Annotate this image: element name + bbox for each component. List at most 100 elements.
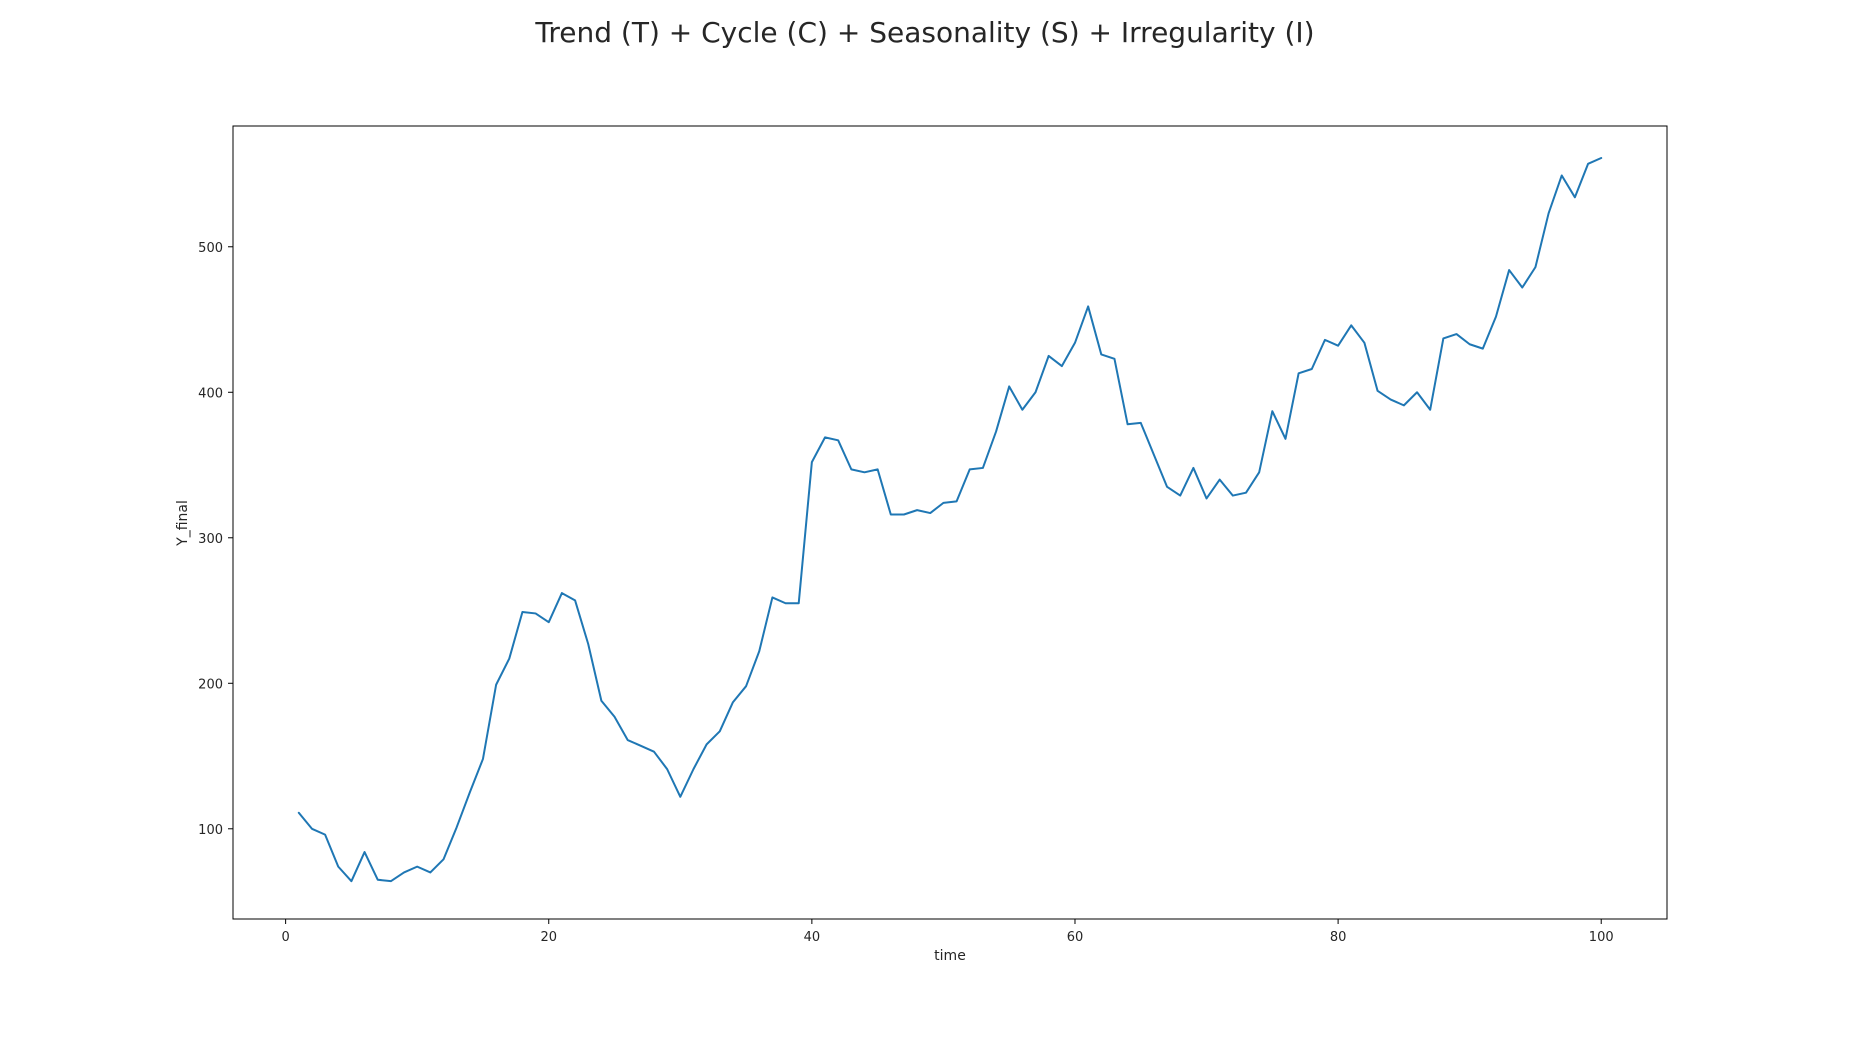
data-point — [586, 642, 590, 646]
data-point — [1455, 332, 1459, 336]
data-point — [1139, 421, 1143, 425]
data-point — [507, 657, 511, 661]
data-point — [415, 865, 419, 869]
data-point — [731, 700, 735, 704]
data-point — [1310, 367, 1314, 371]
data-point — [1257, 470, 1261, 474]
data-point — [1007, 384, 1011, 388]
series-line — [297, 157, 1603, 883]
x-tick-label: 80 — [1330, 930, 1347, 945]
data-point — [1415, 390, 1419, 394]
data-point — [784, 601, 788, 605]
data-point — [1112, 357, 1116, 361]
data-point — [1073, 341, 1077, 345]
data-point — [494, 683, 498, 687]
data-point — [1599, 156, 1603, 160]
data-point — [297, 811, 301, 815]
data-point — [1165, 485, 1169, 489]
data-point — [1494, 315, 1498, 319]
data-point — [889, 513, 893, 517]
y-tick-label: 300 — [198, 532, 223, 547]
data-point — [468, 790, 472, 794]
data-point — [770, 595, 774, 599]
data-point — [520, 610, 524, 614]
data-point — [1349, 323, 1353, 327]
data-point — [1428, 408, 1432, 412]
data-point — [560, 591, 564, 595]
y-tick-label: 500 — [198, 241, 223, 256]
data-point — [928, 511, 932, 515]
data-point — [323, 833, 327, 837]
data-point — [481, 757, 485, 761]
data-point — [665, 767, 669, 771]
data-point — [955, 499, 959, 503]
y-tick-label: 200 — [198, 677, 223, 692]
x-tick-label: 100 — [1589, 930, 1614, 945]
data-point — [994, 430, 998, 434]
tick-layer: 0 20 40 60 80 100 100 200 300 400 500 — [198, 241, 1613, 945]
data-point — [797, 601, 801, 605]
data-point — [1389, 398, 1393, 402]
data-point — [902, 513, 906, 517]
data-point — [1270, 409, 1274, 413]
data-point — [836, 438, 840, 442]
data-point — [968, 467, 972, 471]
data-point — [744, 684, 748, 688]
data-point — [1441, 336, 1445, 340]
data-point — [336, 865, 340, 869]
data-point — [1178, 494, 1182, 498]
data-point — [1152, 453, 1156, 457]
plot-frame — [232, 125, 1668, 920]
data-point — [1520, 286, 1524, 290]
data-point — [428, 870, 432, 874]
data-point — [862, 470, 866, 474]
data-point — [1205, 496, 1209, 500]
data-point — [1099, 352, 1103, 356]
data-point — [1297, 371, 1301, 375]
data-point — [1376, 389, 1380, 393]
data-point — [705, 742, 709, 746]
data-point — [613, 715, 617, 719]
data-point — [981, 466, 985, 470]
data-point — [652, 750, 656, 754]
data-point — [310, 827, 314, 831]
x-tick-label: 40 — [804, 930, 821, 945]
data-point — [442, 857, 446, 861]
data-point — [678, 795, 682, 799]
data-point — [1218, 478, 1222, 482]
data-point — [1191, 466, 1195, 470]
data-point — [1468, 342, 1472, 346]
data-point — [1047, 354, 1051, 358]
data-point — [573, 598, 577, 602]
data-point — [1060, 364, 1064, 368]
data-point — [1507, 268, 1511, 272]
chart-title: Trend (T) + Cycle (C) + Seasonality (S) … — [534, 16, 1314, 49]
data-point — [1231, 494, 1235, 498]
data-point — [718, 729, 722, 733]
data-point — [1283, 437, 1287, 441]
data-point — [389, 879, 393, 883]
data-point — [1560, 173, 1564, 177]
data-point — [376, 878, 380, 882]
data-point — [1573, 195, 1577, 199]
data-point — [1034, 390, 1038, 394]
data-point — [1586, 162, 1590, 166]
data-point — [534, 611, 538, 615]
data-point — [402, 870, 406, 874]
data-point — [639, 744, 643, 748]
y-axis-label: Y_final — [175, 500, 191, 547]
x-tick-label: 0 — [281, 930, 289, 945]
data-point — [1086, 304, 1090, 308]
data-point — [1126, 422, 1130, 426]
data-point — [691, 767, 695, 771]
data-point — [915, 508, 919, 512]
data-point — [941, 501, 945, 505]
data-point — [626, 738, 630, 742]
data-point — [757, 649, 761, 653]
x-axis-label: time — [934, 948, 966, 964]
data-point — [1481, 347, 1485, 351]
data-point — [1547, 211, 1551, 215]
data-point — [1533, 265, 1537, 269]
data-point — [349, 879, 353, 883]
